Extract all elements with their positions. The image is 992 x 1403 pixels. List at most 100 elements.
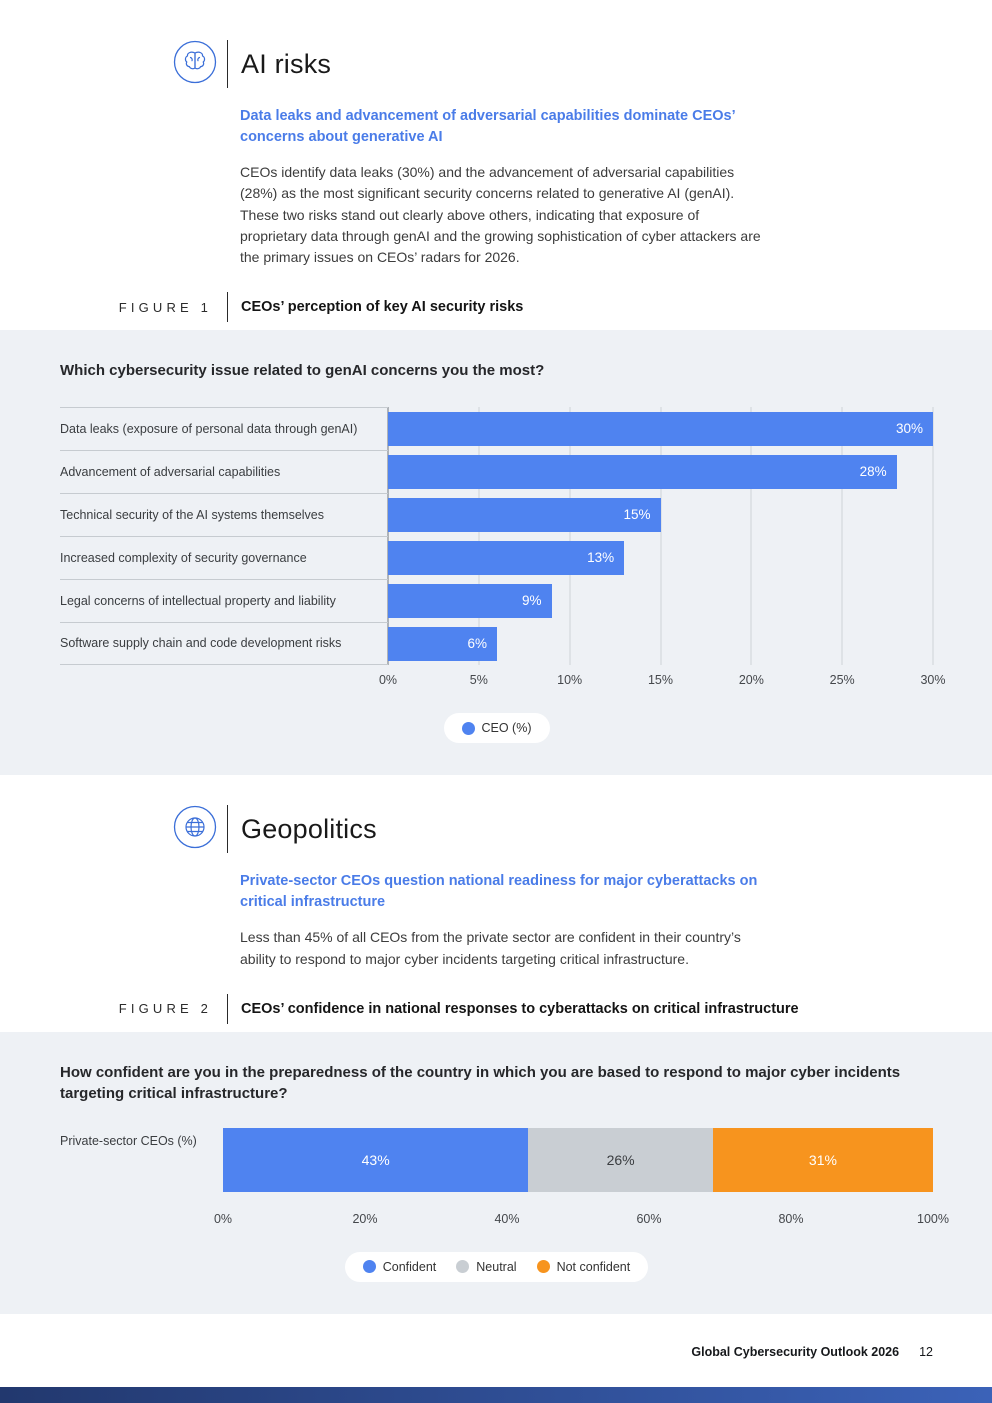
figure2-caption-row: FIGURE 2 CEOs’ confidence in national re… bbox=[0, 993, 992, 1024]
bar-track: 15% bbox=[388, 493, 933, 536]
axis-tick-label: 0% bbox=[378, 673, 398, 688]
bar-value-label: 6% bbox=[467, 636, 487, 652]
section-icon-area bbox=[0, 40, 227, 88]
section-icon-area bbox=[0, 805, 227, 853]
figure2-legend: Confident Neutral Not confident bbox=[344, 1251, 649, 1282]
section-body: CEOs identify data leaks (30%) and the a… bbox=[240, 164, 761, 266]
bar: 9% bbox=[388, 583, 552, 618]
figure1-axis: 0% 5% 10% 15% 20% 25% 30% bbox=[379, 665, 946, 691]
stacked-segment: 31% bbox=[712, 1127, 933, 1192]
bar: 15% bbox=[388, 497, 661, 532]
legend-label: Neutral bbox=[476, 1259, 517, 1274]
axis-tick-label: 0% bbox=[213, 1211, 233, 1226]
axis-tick-label: 15% bbox=[647, 673, 674, 688]
gridline bbox=[841, 407, 843, 666]
legend-item: Confident bbox=[362, 1259, 437, 1274]
legend-item: Not confident bbox=[536, 1260, 630, 1274]
section-subtitle: Private-sector CEOs question national re… bbox=[240, 873, 758, 911]
axis-tick-label: 30% bbox=[920, 673, 946, 688]
bar: 6% bbox=[388, 626, 497, 661]
section-title-wrap: AI risks bbox=[227, 40, 331, 88]
section-header: Geopolitics bbox=[0, 805, 992, 854]
bar-value-label: 28% bbox=[859, 464, 887, 480]
bar-track: 6% bbox=[388, 622, 933, 665]
figure1-grid bbox=[387, 407, 934, 666]
axis-tick-label: 20% bbox=[352, 1211, 378, 1226]
stacked-segment: 43% bbox=[223, 1127, 529, 1192]
axis-tick-label: 60% bbox=[636, 1211, 662, 1226]
stacked-bar-row-label: Private-sector CEOs (%) bbox=[60, 1133, 197, 1148]
axis-tick-label: 20% bbox=[738, 673, 764, 688]
bar-value-label: 13% bbox=[587, 550, 615, 566]
bar-value-label: 30% bbox=[895, 421, 923, 437]
section-title: Geopolitics bbox=[241, 813, 377, 844]
axis-tick-label: 5% bbox=[469, 673, 488, 688]
gridline bbox=[660, 407, 661, 666]
gridline bbox=[932, 407, 934, 666]
bar-track: 9% bbox=[388, 579, 933, 622]
axis-tick-label: 100% bbox=[917, 1211, 949, 1226]
segment-value-label: 26% bbox=[606, 1151, 635, 1168]
section-title-wrap: Geopolitics bbox=[227, 805, 377, 854]
brain-icon bbox=[173, 40, 217, 84]
chart-row: Data leaks (exposure of personal data th… bbox=[60, 407, 933, 450]
chart-row: Technical security of the AI systems the… bbox=[60, 493, 933, 536]
segment-value-label: 31% bbox=[808, 1151, 837, 1168]
chart-row: Legal concerns of intellectual property … bbox=[60, 579, 933, 622]
legend-label: Confident bbox=[382, 1259, 437, 1274]
bar-track: 28% bbox=[388, 450, 933, 493]
page-footer: Global Cybersecurity Outlook 2026 12 bbox=[691, 1345, 933, 1359]
figure1-rows: Data leaks (exposure of personal data th… bbox=[60, 407, 933, 666]
bar: 13% bbox=[388, 540, 625, 575]
gridline bbox=[750, 407, 752, 666]
axis-tick-label: 80% bbox=[778, 1211, 804, 1226]
axis-tick-label: 25% bbox=[829, 673, 855, 688]
figure2-bar: 43% 26% 31% bbox=[223, 1127, 933, 1192]
bar-value-label: 15% bbox=[623, 507, 651, 523]
section-body: Less than 45% of all CEOs from the priva… bbox=[240, 929, 741, 967]
footer-page-number: 12 bbox=[919, 1345, 933, 1359]
segment-value-label: 43% bbox=[361, 1151, 390, 1168]
footer-report-title: Global Cybersecurity Outlook 2026 bbox=[691, 1345, 900, 1359]
figure1-caption-row: FIGURE 1 CEOs’ perception of key AI secu… bbox=[0, 292, 992, 323]
figure-label: FIGURE 1 bbox=[118, 299, 212, 315]
axis-tick-label: 10% bbox=[557, 673, 583, 688]
stacked-segment: 26% bbox=[528, 1127, 713, 1192]
bar: 28% bbox=[388, 454, 897, 489]
legend-item: CEO (%) bbox=[461, 721, 532, 736]
legend-dot bbox=[536, 1260, 550, 1274]
legend-dot bbox=[461, 721, 475, 735]
figure-title: CEOs’ perception of key AI security risk… bbox=[241, 299, 524, 316]
bar-category-label: Increased complexity of security governa… bbox=[60, 536, 388, 579]
figure1-chart: Which cybersecurity issue related to gen… bbox=[0, 330, 992, 776]
figure2-chart: How confident are you in the preparednes… bbox=[0, 1031, 992, 1314]
section-ai-risks: AI risks Data leaks and advancement of a… bbox=[0, 0, 992, 323]
bar-category-label: Legal concerns of intellectual property … bbox=[60, 579, 388, 622]
bar-track: 30% bbox=[388, 407, 933, 450]
bar-track: 13% bbox=[388, 536, 933, 579]
chart-row: Advancement of adversarial capabilities 2… bbox=[60, 450, 933, 493]
section-subtitle: Data leaks and advancement of adversaria… bbox=[240, 108, 735, 146]
bar: 30% bbox=[388, 411, 933, 446]
bar-value-label: 9% bbox=[521, 593, 542, 609]
chart-question: Which cybersecurity issue related to gen… bbox=[60, 362, 545, 380]
section-geopolitics: Geopolitics Private-sector CEOs question… bbox=[0, 775, 992, 1024]
bar-category-label: Data leaks (exposure of personal data th… bbox=[60, 407, 388, 450]
legend-label: CEO (%) bbox=[481, 721, 532, 736]
figure-label: FIGURE 2 bbox=[118, 1001, 212, 1017]
bar-category-label: Advancement of adversarial capabilities bbox=[60, 450, 388, 493]
figure-title: CEOs’ confidence in national responses t… bbox=[241, 1000, 799, 1017]
figure1-legend: CEO (%) bbox=[443, 713, 550, 744]
section-header: AI risks bbox=[0, 40, 992, 88]
bar-category-label: Software supply chain and code developme… bbox=[60, 622, 388, 666]
section-title: AI risks bbox=[241, 48, 332, 79]
gridline bbox=[569, 407, 571, 666]
chart-row: Increased complexity of security governa… bbox=[60, 536, 933, 579]
gridline bbox=[478, 407, 480, 666]
legend-dot bbox=[362, 1260, 376, 1274]
legend-item: Neutral bbox=[456, 1259, 517, 1274]
globe-icon bbox=[173, 805, 217, 849]
axis-tick-label: 40% bbox=[494, 1211, 520, 1226]
footer-color-bar bbox=[0, 1387, 992, 1403]
